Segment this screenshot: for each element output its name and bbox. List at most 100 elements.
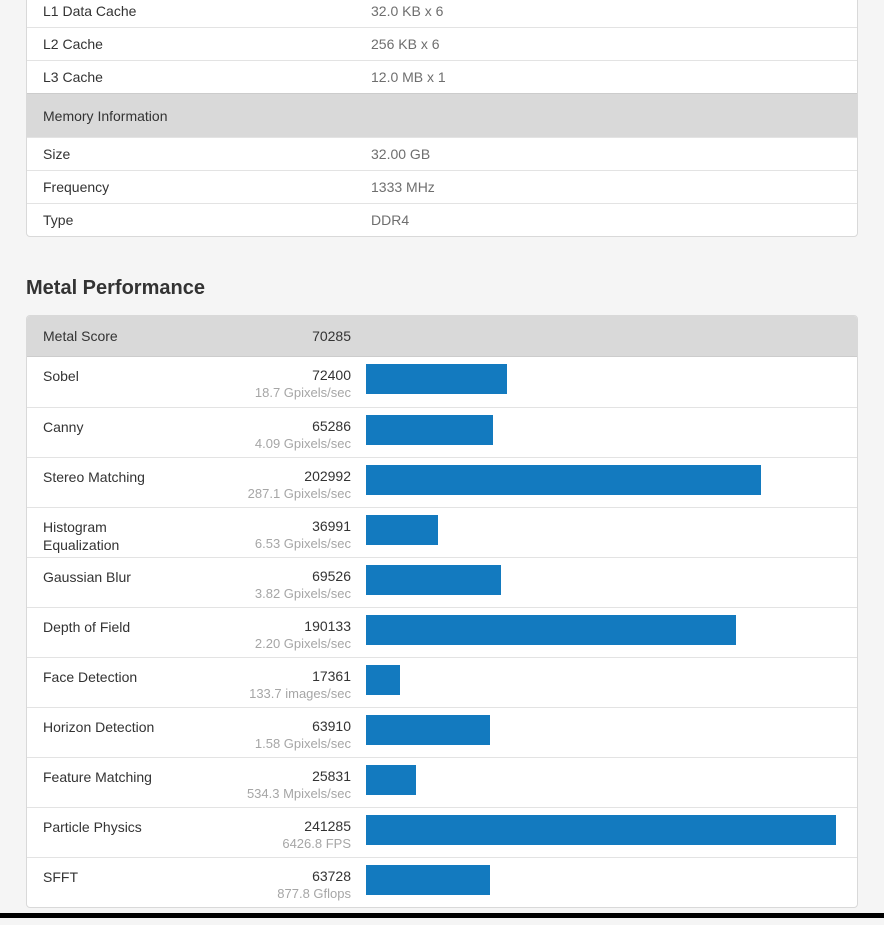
- benchmark-rows: Sobel 72400 18.7 Gpixels/sec Canny 65286 4.09…: [27, 357, 857, 907]
- benchmark-name: Face Detection: [43, 669, 138, 685]
- system-info-row: Frequency 1333 MHz: [27, 170, 857, 203]
- benchmark-name: Feature Matching: [43, 769, 152, 785]
- score-bar: [366, 615, 736, 645]
- benchmark-row: Feature Matching 25831 534.3 Mpixels/sec: [27, 757, 857, 807]
- metal-score-label: Metal Score: [43, 328, 118, 344]
- benchmark-row: Particle Physics 241285 6426.8 FPS: [27, 807, 857, 857]
- system-info-table: L1 Data Cache 32.0 KB x 6 L2 Cache 256 KB x…: [26, 0, 858, 237]
- benchmark-score-cell: 36991 6.53 Gpixels/sec: [178, 508, 351, 557]
- benchmark-row: Horizon Detection 63910 1.58 Gpixels/sec: [27, 707, 857, 757]
- score-bar: [366, 665, 400, 695]
- benchmark-score: 241285: [304, 818, 351, 834]
- benchmark-score-cell: 190133 2.20 Gpixels/sec: [178, 608, 351, 657]
- benchmark-score: 25831: [312, 768, 351, 784]
- benchmark-score-cell: 25831 534.3 Mpixels/sec: [178, 758, 351, 807]
- system-info-value: 32.00 GB: [371, 146, 431, 162]
- system-info-value: 12.0 MB x 1: [371, 69, 446, 85]
- benchmark-rate: 133.7 images/sec: [249, 686, 351, 701]
- score-bar: [366, 565, 501, 595]
- system-info-label: Size: [43, 146, 71, 162]
- benchmark-name: Depth of Field: [43, 619, 131, 635]
- benchmark-bar-cell: [351, 808, 857, 857]
- benchmark-score: 65286: [312, 418, 351, 434]
- system-info-row: Type DDR4: [27, 203, 857, 236]
- table-section-header: Memory Information: [27, 93, 857, 137]
- benchmark-score-cell: 65286 4.09 Gpixels/sec: [178, 408, 351, 457]
- benchmark-name: Sobel: [43, 368, 79, 384]
- benchmark-rate: 6.53 Gpixels/sec: [254, 536, 351, 551]
- benchmark-name: Horizon Detection: [43, 719, 155, 735]
- score-bar: [366, 815, 836, 845]
- benchmark-bar-cell: [351, 708, 857, 757]
- system-info-value: 1333 MHz: [371, 179, 435, 195]
- benchmark-score: 190133: [304, 618, 351, 634]
- benchmark-rate: 2.20 Gpixels/sec: [254, 636, 351, 651]
- system-info-value: DDR4: [371, 212, 410, 228]
- system-info-value: 256 KB x 6: [371, 36, 440, 52]
- benchmark-bar-cell: [351, 758, 857, 807]
- score-bar: [366, 865, 490, 895]
- system-info-label: Type: [43, 212, 74, 228]
- benchmark-score: 72400: [312, 367, 351, 383]
- benchmark-score: 17361: [312, 668, 351, 684]
- benchmark-name: Gaussian Blur: [43, 569, 131, 585]
- benchmark-bar-cell: [351, 458, 857, 507]
- benchmark-score-cell: 241285 6426.8 FPS: [178, 808, 351, 857]
- benchmark-bar-cell: [351, 658, 857, 707]
- benchmark-row: Gaussian Blur 69526 3.82 Gpixels/sec: [27, 557, 857, 607]
- benchmark-score-cell: 202992 287.1 Gpixels/sec: [178, 458, 351, 507]
- benchmark-bar-cell: [351, 558, 857, 607]
- benchmark-bar-cell: [351, 508, 857, 557]
- score-bar: [366, 364, 507, 394]
- system-info-row: Size 32.00 GB: [27, 137, 857, 170]
- benchmark-row: Face Detection 17361 133.7 images/sec: [27, 657, 857, 707]
- benchmark-score: 69526: [312, 568, 351, 584]
- benchmark-score: 63910: [312, 718, 351, 734]
- benchmark-score: 36991: [312, 518, 351, 534]
- benchmark-row: Sobel 72400 18.7 Gpixels/sec: [27, 357, 857, 407]
- system-info-label: L1 Data Cache: [43, 2, 137, 19]
- benchmark-score-cell: 63728 877.8 Gflops: [178, 858, 351, 907]
- system-info-label: L2 Cache: [43, 36, 103, 52]
- benchmark-score-cell: 17361 133.7 images/sec: [178, 658, 351, 707]
- footer-bar: [0, 913, 884, 918]
- benchmark-score-cell: 72400 18.7 Gpixels/sec: [178, 357, 351, 407]
- benchmark-bar-cell: [351, 408, 857, 457]
- benchmark-score: 202992: [304, 468, 351, 484]
- benchmark-rate: 287.1 Gpixels/sec: [247, 486, 351, 501]
- score-bar: [366, 715, 490, 745]
- benchmark-rate: 4.09 Gpixels/sec: [254, 436, 351, 451]
- benchmark-row: Canny 65286 4.09 Gpixels/sec: [27, 407, 857, 457]
- metal-performance-table: Metal Score 70285 Sobel 72400 18.7 Gpixels…: [26, 315, 858, 908]
- metal-score-value: 70285: [312, 328, 351, 344]
- benchmark-rate: 1.58 Gpixels/sec: [254, 736, 351, 751]
- benchmark-score: 63728: [312, 868, 351, 884]
- system-info-value: 32.0 KB x 6: [371, 2, 444, 19]
- system-info-row: L2 Cache 256 KB x 6: [27, 27, 857, 60]
- benchmark-name: Histogram Equalization: [43, 519, 120, 553]
- score-bar: [366, 765, 416, 795]
- score-bar: [366, 465, 761, 495]
- benchmark-rate: 6426.8 FPS: [282, 836, 351, 851]
- benchmark-rate: 534.3 Mpixels/sec: [246, 786, 351, 801]
- benchmark-bar-cell: [351, 608, 857, 657]
- benchmark-score-cell: 63910 1.58 Gpixels/sec: [178, 708, 351, 757]
- benchmark-name: Stereo Matching: [43, 469, 145, 485]
- system-info-row: L1 Data Cache 32.0 KB x 6: [27, 0, 857, 27]
- benchmark-rate: 877.8 Gflops: [277, 886, 351, 901]
- benchmark-rate: 3.82 Gpixels/sec: [254, 586, 351, 601]
- score-bar: [366, 415, 493, 445]
- benchmark-row: Stereo Matching 202992 287.1 Gpixels/sec: [27, 457, 857, 507]
- score-bar: [366, 515, 438, 545]
- system-info-label: L3 Cache: [43, 69, 103, 85]
- system-info-label: Frequency: [43, 179, 110, 195]
- benchmark-name: Canny: [43, 419, 84, 435]
- benchmark-row: Histogram Equalization 36991 6.53 Gpixels/…: [27, 507, 857, 557]
- benchmark-bar-cell: [351, 357, 857, 407]
- benchmark-bar-cell: [351, 858, 857, 907]
- benchmark-name: Particle Physics: [43, 819, 142, 835]
- metal-performance-heading: Metal Performance: [26, 277, 205, 299]
- benchmark-rate: 18.7 Gpixels/sec: [254, 385, 351, 400]
- benchmark-row: SFFT 63728 877.8 Gflops: [27, 857, 857, 907]
